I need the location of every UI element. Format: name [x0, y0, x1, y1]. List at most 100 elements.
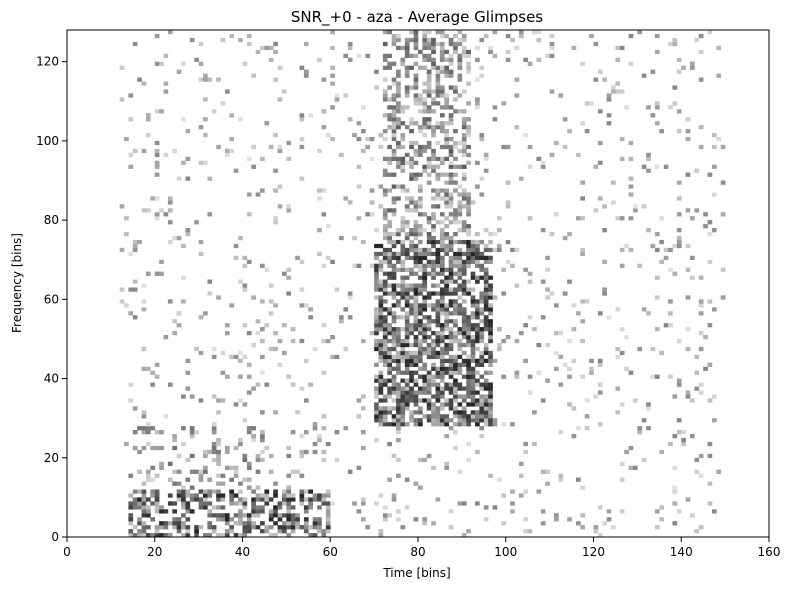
heatmap-cell [347, 41, 353, 47]
heatmap-cell [299, 473, 305, 478]
heatmap-cell [396, 140, 401, 146]
heatmap-cell [396, 334, 401, 340]
heatmap-cell [646, 311, 651, 316]
heatmap-cell [439, 156, 445, 162]
heatmap-cell [422, 37, 428, 43]
heatmap-cell [435, 331, 441, 336]
heatmap-cell [479, 176, 485, 181]
heatmap-cell [343, 93, 349, 98]
heatmap-cell [418, 390, 423, 395]
heatmap-cell [488, 291, 493, 296]
heatmap-cell [382, 30, 388, 35]
heatmap-cell [242, 354, 248, 360]
heatmap-cell [488, 283, 493, 288]
heatmap-cell [444, 275, 450, 280]
heatmap-cell [418, 410, 423, 415]
heatmap-cell [404, 366, 410, 371]
heatmap-cell [492, 422, 498, 427]
heatmap-cell [418, 232, 423, 237]
heatmap-cell [119, 247, 125, 253]
heatmap-cell [317, 521, 322, 526]
heatmap-cell [290, 327, 296, 332]
heatmap-cell [382, 287, 388, 292]
heatmap-cell [409, 65, 414, 70]
heatmap-cell [439, 402, 445, 407]
heatmap-cell [457, 228, 463, 233]
heatmap-cell [286, 291, 292, 296]
heatmap-cell [457, 331, 463, 336]
heatmap-cell [413, 370, 419, 375]
heatmap-cell [198, 251, 204, 257]
heatmap-cell [409, 37, 414, 43]
heatmap-cell [211, 346, 217, 352]
heatmap-cell [216, 295, 221, 300]
heatmap-cell [488, 275, 493, 280]
heatmap-cell [413, 338, 419, 344]
heatmap-cell [466, 374, 471, 379]
heatmap-cell [220, 517, 226, 522]
heatmap-cell [593, 41, 599, 47]
heatmap-cell [501, 338, 507, 344]
heatmap-cell [418, 97, 423, 102]
heatmap-cell [466, 239, 471, 245]
heatmap-cell [514, 45, 520, 51]
heatmap-cell [382, 382, 388, 387]
heatmap-cell [396, 69, 401, 74]
heatmap-cell [435, 291, 441, 296]
heatmap-cell [685, 267, 691, 272]
heatmap-cell [141, 346, 147, 352]
heatmap-cell [387, 160, 392, 165]
heatmap-cell [260, 430, 265, 435]
heatmap-cell [400, 315, 406, 320]
heatmap-cell [220, 350, 226, 356]
heatmap-cell [418, 418, 423, 423]
heatmap-cell [580, 319, 586, 324]
heatmap-cell [391, 251, 397, 257]
heatmap-cell [422, 121, 428, 126]
heatmap-cell [404, 315, 410, 320]
heatmap-cell [303, 430, 309, 435]
heatmap-cell [382, 129, 388, 134]
heatmap-cell [132, 497, 138, 502]
heatmap-cell [685, 497, 691, 502]
heatmap-cell [475, 418, 480, 423]
heatmap-cell [470, 243, 476, 249]
heatmap-cell [426, 57, 432, 62]
heatmap-cell [132, 315, 138, 320]
heatmap-cell [470, 346, 476, 352]
heatmap-cell [365, 525, 371, 530]
heatmap-cell [431, 346, 436, 352]
heatmap-cell [273, 331, 278, 336]
heatmap-cell [444, 57, 450, 62]
heatmap-cell [360, 394, 366, 399]
heatmap-cell [312, 346, 318, 352]
heatmap-cell [545, 342, 550, 348]
heatmap-cell [418, 350, 423, 356]
heatmap-cell [461, 204, 467, 209]
heatmap-cell [457, 212, 463, 217]
heatmap-cell [444, 251, 450, 257]
heatmap-cell [290, 525, 296, 530]
heatmap-cell [317, 497, 322, 502]
heatmap-cell [321, 533, 327, 538]
heatmap-cell [409, 156, 414, 162]
heatmap-cell [194, 430, 199, 435]
heatmap-cell [422, 374, 428, 379]
heatmap-cell [422, 263, 428, 268]
heatmap-cell [365, 212, 371, 217]
heatmap-cell [435, 406, 441, 411]
heatmap-cell [453, 378, 458, 383]
x-tick-label: 40 [235, 545, 250, 559]
heatmap-cell [479, 319, 485, 324]
heatmap-cell [448, 402, 454, 407]
heatmap-cell [479, 354, 485, 360]
heatmap-cell [422, 132, 428, 138]
heatmap-cell [378, 315, 384, 320]
heatmap-cell [479, 251, 485, 257]
heatmap-cell [154, 445, 160, 451]
heatmap-cell [339, 319, 344, 324]
heatmap-cell [435, 323, 441, 328]
heatmap-cell [470, 299, 476, 304]
heatmap-cell [255, 192, 261, 197]
heatmap-cell [466, 370, 471, 375]
